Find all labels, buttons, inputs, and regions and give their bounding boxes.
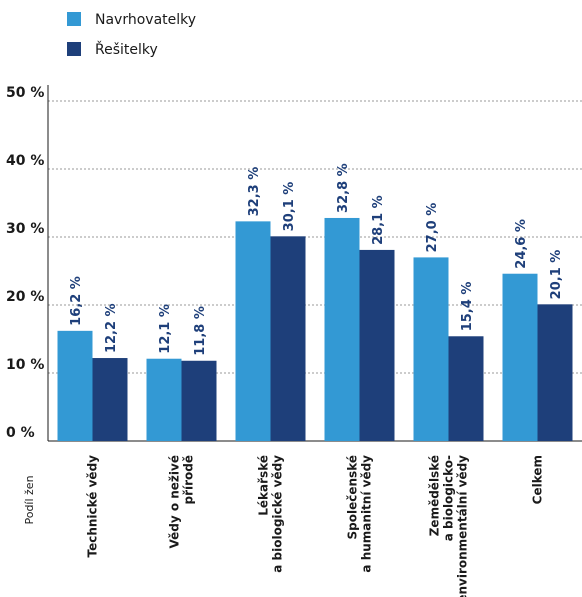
data-label: 11,8 % xyxy=(193,306,208,356)
data-label: 15,4 % xyxy=(460,282,475,332)
bar xyxy=(146,358,182,441)
y-tick-label: 40 % xyxy=(6,153,44,169)
category-label: Technické vědy xyxy=(86,455,100,558)
bar xyxy=(537,304,573,441)
data-label: 12,1 % xyxy=(158,304,173,354)
data-label: 30,1 % xyxy=(282,182,297,232)
category-label-line: a humanitní vědy xyxy=(360,455,374,573)
legend-swatch-resitelky xyxy=(67,42,81,56)
y-tick-label: 0 % xyxy=(6,425,35,441)
data-label: 20,1 % xyxy=(549,250,564,300)
legend-label-navrhovatelky: Navrhovatelky xyxy=(95,12,196,28)
category-label: Vědy o neživé přírodě xyxy=(168,455,196,549)
bar xyxy=(235,221,271,441)
data-label: 27,0 % xyxy=(425,203,440,253)
category-label-line: a biologické vědy xyxy=(271,455,285,573)
data-labels: 16,2 % 12,2 % 12,1 % 11,8 % 32,3 % 30,1 % 32,8… xyxy=(69,163,564,355)
bars xyxy=(57,217,573,441)
bar xyxy=(502,273,538,441)
category-label-line: Vědy o neživé xyxy=(168,455,182,549)
data-label: 32,3 % xyxy=(247,167,262,217)
category-label: Celkem xyxy=(531,455,545,504)
category-label: Společenské a humanitní vědy xyxy=(346,455,374,573)
y-tick-label: 20 % xyxy=(6,289,44,305)
y-tick-label: 10 % xyxy=(6,357,44,373)
y-tick-label: 50 % xyxy=(6,85,44,101)
grid xyxy=(47,85,582,442)
bar xyxy=(413,257,449,441)
y-tick-label: 30 % xyxy=(6,221,44,237)
category-labels: Technické vědy Vědy o neživé přírodě Lékařs… xyxy=(86,455,545,597)
bar xyxy=(270,236,306,441)
category-label-line: Lékařské xyxy=(257,455,271,516)
category-label-line: Zemědělské xyxy=(428,455,442,536)
category-label-line: Technické vědy xyxy=(86,455,100,558)
category-label: Zemědělské a biologicko-environmentální v… xyxy=(428,455,470,597)
data-label: 16,2 % xyxy=(69,276,84,326)
y-axis-label: Podíl žen xyxy=(23,475,36,524)
bar xyxy=(57,330,93,441)
category-label-line: Celkem xyxy=(531,455,545,504)
category-label-line: a biologicko- xyxy=(442,455,456,541)
legend-label-resitelky: Řešitelky xyxy=(95,41,158,58)
category-label: Lékařské a biologické vědy xyxy=(257,455,285,573)
data-label: 12,2 % xyxy=(104,303,119,353)
category-label-line: environmentální vědy xyxy=(456,455,470,597)
bar xyxy=(324,217,360,441)
bar xyxy=(181,360,217,441)
bar xyxy=(448,336,484,441)
category-label-line: Společenské xyxy=(346,455,360,539)
legend-swatch-navrhovatelky xyxy=(67,12,81,26)
data-label: 32,8 % xyxy=(336,163,351,213)
y-tick-labels: 0 % 10 % 20 % 30 % 40 % 50 % xyxy=(6,85,44,441)
legend: Navrhovatelky Řešitelky xyxy=(67,12,196,58)
data-label: 28,1 % xyxy=(371,195,386,245)
bar xyxy=(92,358,128,441)
data-label: 24,6 % xyxy=(514,219,529,269)
bar xyxy=(359,249,395,441)
category-label-line: přírodě xyxy=(182,455,196,505)
